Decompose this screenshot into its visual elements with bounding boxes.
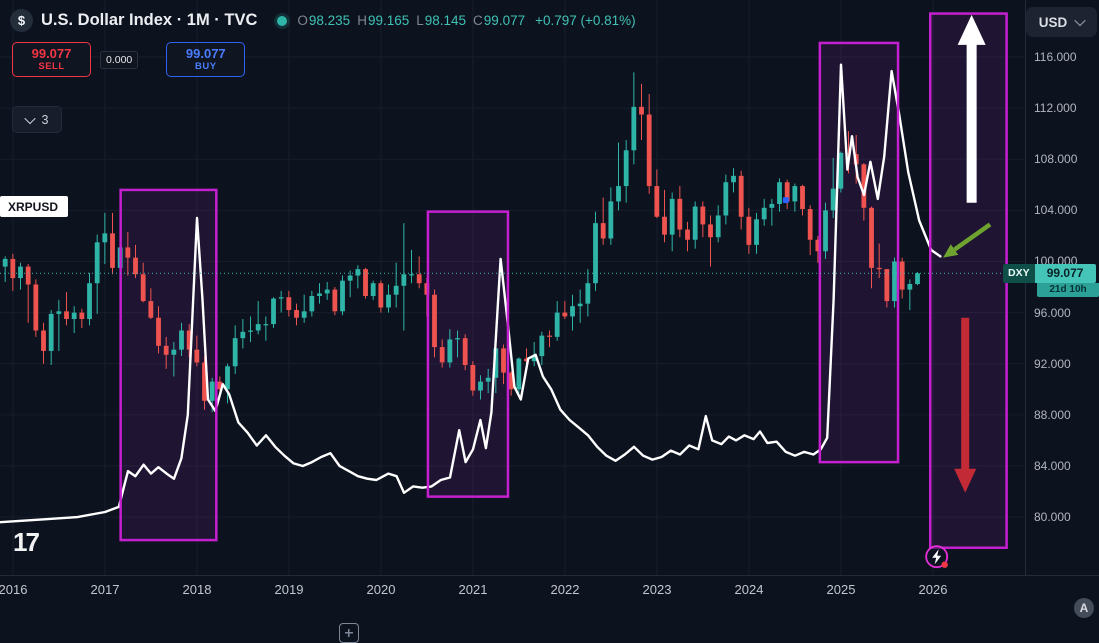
currency-value: USD — [1038, 14, 1068, 30]
time-tick-label: 2017 — [90, 582, 120, 597]
up-arrow-annotation[interactable] — [957, 14, 986, 203]
object-tree-collapse-button[interactable]: 3 — [12, 106, 62, 133]
price-tick-label: 108.000 — [1034, 152, 1078, 167]
tradingview-logo[interactable]: 17 — [13, 527, 40, 557]
marker-dot[interactable] — [782, 197, 789, 204]
ohlc-low: L98.145 — [416, 13, 467, 28]
lightning-icon[interactable] — [925, 545, 949, 569]
symbol-info-bar: $ U.S. Dollar Index · 1M · TVC O98.235 H… — [10, 9, 636, 32]
symbol-title[interactable]: U.S. Dollar Index · 1M · TVC — [41, 11, 258, 29]
down-arrow-annotation[interactable] — [954, 317, 977, 493]
time-axis[interactable]: 2016 2017 2018 2019 2020 2021 2022 2023 2024 2025… — [0, 575, 1099, 603]
time-tick-label: 2025 — [826, 582, 856, 597]
collapse-count: 3 — [41, 112, 49, 127]
ohlc-values: O98.235 H99.165 L98.145 C99.077 +0.797 (… — [297, 13, 635, 28]
current-price-label: DXY 99.077 — [1003, 263, 1096, 283]
price-tick-label: 112.000 — [1034, 101, 1077, 116]
currency-dropdown[interactable]: USD — [1026, 7, 1097, 37]
time-tick-label: 2023 — [642, 582, 672, 597]
buy-label: BUY — [195, 60, 217, 72]
buy-button[interactable]: 99.077 BUY — [166, 42, 246, 77]
price-change: +0.797 (+0.81%) — [535, 13, 636, 28]
spread-value: 0.000 — [100, 50, 139, 69]
green-arrow-annotation[interactable] — [943, 222, 992, 258]
time-tick-label: 2018 — [182, 582, 212, 597]
price-label-symbol: DXY — [1003, 263, 1035, 283]
time-tick-label: 2024 — [734, 582, 764, 597]
ohlc-close: C99.077 — [473, 13, 526, 28]
overlay-symbol-label[interactable]: XRPUSD — [0, 196, 69, 217]
symbol-logo-glyph: $ — [17, 13, 26, 28]
chevron-down-icon — [23, 112, 36, 124]
date-range-icon[interactable] — [339, 623, 359, 643]
highlight-box-fills — [120, 13, 1007, 548]
price-tick-label: 88.000 — [1034, 407, 1071, 422]
candlestick-series — [2, 72, 920, 413]
account-badge[interactable]: A — [1074, 598, 1094, 618]
price-tick-label: 116.000 — [1034, 50, 1077, 64]
ohlc-high: H99.165 — [357, 13, 410, 28]
time-tick-label: 2019 — [274, 582, 304, 597]
price-tick-label: 92.000 — [1034, 356, 1071, 371]
price-tick-label: 84.000 — [1034, 458, 1071, 473]
chart-pane[interactable] — [0, 0, 1025, 575]
price-label-value: 99.077 — [1034, 263, 1096, 283]
time-tick-label: 2021 — [458, 582, 488, 597]
price-tick-label: 80.000 — [1034, 510, 1071, 525]
xrpusd-line-series[interactable] — [0, 63, 942, 524]
price-axis[interactable]: 116.000 112.000 108.000 104.000 100.000 96.00… — [1025, 0, 1099, 575]
sell-label: SELL — [38, 60, 65, 72]
bar-countdown: 21d 10h — [1037, 282, 1099, 297]
symbol-logo-icon[interactable]: $ — [10, 9, 33, 32]
chevron-down-icon — [1074, 14, 1086, 27]
time-tick-label: 2022 — [550, 582, 580, 597]
ohlc-open: O98.235 — [297, 13, 351, 28]
trade-panel: 99.077 SELL 0.000 99.077 BUY — [12, 42, 246, 77]
market-status-icon[interactable] — [277, 15, 288, 26]
time-tick-label: 2026 — [918, 582, 948, 597]
time-tick-label: 2020 — [366, 582, 396, 597]
sell-button[interactable]: 99.077 SELL — [12, 42, 91, 77]
buy-price: 99.077 — [185, 45, 226, 61]
price-tick-label: 96.000 — [1034, 305, 1071, 320]
time-tick-label: 2016 — [0, 582, 28, 597]
price-tick-label: 104.000 — [1034, 203, 1078, 218]
sell-price: 99.077 — [31, 45, 72, 61]
